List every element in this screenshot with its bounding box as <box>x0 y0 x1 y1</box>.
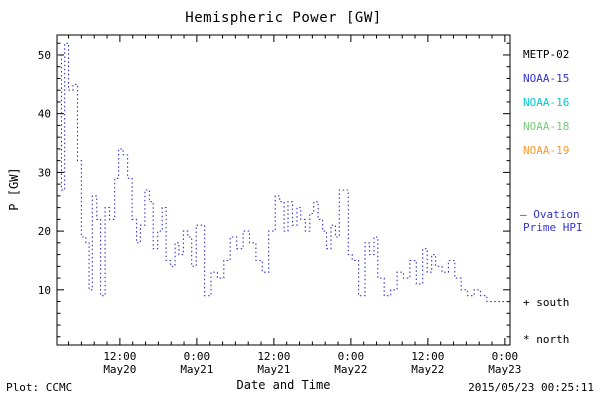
x-tick-date-label: May22 <box>411 363 444 376</box>
legend-item-noaa16: NOAA-16 <box>523 96 570 109</box>
x-tick-time-label: 12:00 <box>411 350 444 363</box>
x-tick-time-label: 0:00 <box>184 350 211 363</box>
x-tick-date-label: May21 <box>180 363 213 376</box>
x-tick-time-label: 12:00 <box>257 350 290 363</box>
legend-item-noaa18: NOAA-18 <box>523 120 570 133</box>
y-tick-label: 10 <box>38 284 51 297</box>
axes-box <box>56 34 511 346</box>
y-tick-label: 20 <box>38 225 51 238</box>
x-tick-time-label: 12:00 <box>103 350 136 363</box>
x-tick-date-label: May22 <box>334 363 367 376</box>
plot-timestamp: 2015/05/23 00:25:11 <box>468 381 594 394</box>
ovation-label-1: Ovation <box>533 208 580 221</box>
legend-item-noaa19: NOAA-19 <box>523 144 570 157</box>
legend-ovation-line2: Prime HPI <box>523 221 583 234</box>
legend-north-marker: * north <box>523 333 570 346</box>
x-tick-date-label: May20 <box>103 363 136 376</box>
y-tick-label: 30 <box>38 166 51 179</box>
chart-title: Hemispheric Power [GW] <box>185 10 382 26</box>
x-tick-date-label: May21 <box>257 363 290 376</box>
x-axis-label: Date and Time <box>236 378 331 392</box>
y-tick-label: 40 <box>38 108 51 121</box>
y-tick-label: 50 <box>38 49 51 62</box>
plot-source-label: Plot: CCMC <box>6 381 73 394</box>
legend-south-marker: + south <box>523 296 570 309</box>
ovation-line-sample: – <box>520 208 527 221</box>
legend-item-noaa15: NOAA-15 <box>523 72 570 85</box>
legend-ovation-line1: – Ovation <box>520 208 580 221</box>
x-tick-time-label: 0:00 <box>492 350 519 363</box>
legend-item-metp02: METP-02 <box>523 48 570 61</box>
x-tick-date-label: May23 <box>488 363 521 376</box>
x-tick-time-label: 0:00 <box>338 350 365 363</box>
hpi-data-line <box>57 42 510 303</box>
